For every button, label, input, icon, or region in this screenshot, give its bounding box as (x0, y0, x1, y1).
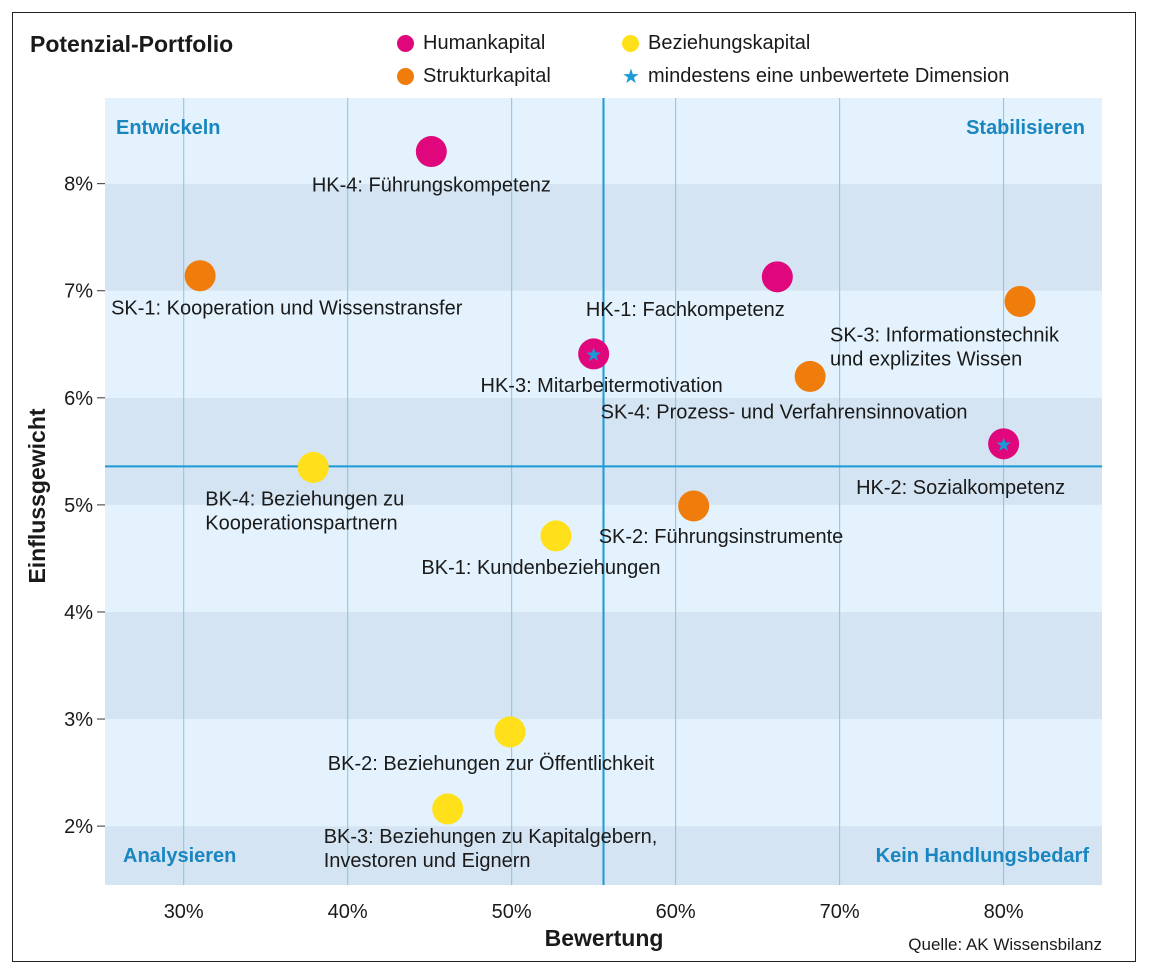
quadrant-label-bottom-right: Kein Handlungsbedarf (876, 845, 1090, 867)
quadrant-label-top-left: Entwickeln (116, 117, 220, 139)
x-tick-label: 50% (492, 901, 532, 923)
point-label-sk-4: SK-4: Prozess- und Verfahrensinnovation (601, 401, 968, 423)
data-point-bk-2 (494, 716, 526, 748)
data-point-bk-1 (540, 520, 572, 552)
point-label-bk-4: BK-4: Beziehungen zu (205, 488, 404, 510)
x-axis-title: Bewertung (545, 925, 664, 951)
y-tick-label: 3% (64, 709, 93, 731)
point-label-hk-3: HK-3: Mitarbeitermotivation (481, 375, 723, 397)
point-label-hk-2: HK-2: Sozialkompetenz (856, 477, 1065, 499)
legend-struktur: Strukturkapital (397, 65, 551, 88)
data-point-hk-1 (761, 261, 793, 293)
point-label-sk-3: SK-3: Informationstechnik (830, 324, 1060, 346)
legend-struktur-dot (397, 68, 414, 85)
data-point-sk-4 (794, 360, 826, 392)
legend-struktur-label: Strukturkapital (423, 65, 551, 87)
x-tick-label: 60% (656, 901, 696, 923)
x-tick-label: 70% (820, 901, 860, 923)
chart-frame (12, 12, 1136, 962)
point-label-hk-1: HK-1: Fachkompetenz (586, 299, 785, 321)
point-label-bk-3: Investoren und Eignern (324, 850, 531, 872)
data-point-sk-1 (184, 260, 216, 292)
y-tick-label: 7% (64, 281, 93, 303)
x-tick-label: 80% (984, 901, 1024, 923)
y-tick-label: 5% (64, 495, 93, 517)
y-tick-label: 8% (64, 174, 93, 196)
data-point-sk-2 (678, 490, 710, 522)
x-tick-label: 30% (164, 901, 204, 923)
data-point-hk-3 (578, 338, 610, 370)
data-point-bk-4 (297, 451, 329, 483)
quadrant-label-bottom-left: Analysieren (123, 845, 236, 867)
point-label-hk-4: HK-4: Führungskompetenz (312, 175, 551, 197)
data-point-bk-3 (432, 793, 464, 825)
point-label-sk-2: SK-2: Führungsinstrumente (599, 526, 844, 548)
data-point-sk-3 (1004, 285, 1036, 317)
star-icon: ★ (585, 344, 602, 366)
y-axis-title: Einflussgewicht (24, 408, 50, 583)
source-note: Quelle: AK Wissensbilanz (908, 935, 1102, 954)
point-label-sk-3: und explizites Wissen (830, 348, 1022, 370)
legend-star: ★ mindestens eine unbewertete Dimension (622, 65, 1009, 88)
y-tick-label: 4% (64, 602, 93, 624)
x-tick-label: 40% (328, 901, 368, 923)
legend-star-label: mindestens eine unbewertete Dimension (648, 65, 1010, 87)
point-label-bk-3: BK-3: Beziehungen zu Kapitalgebern, (324, 826, 658, 848)
point-label-bk-4: Kooperationspartnern (205, 512, 397, 534)
star-icon: ★ (995, 434, 1012, 456)
star-icon: ★ (622, 65, 640, 88)
legend-human-dot (397, 35, 414, 52)
point-label-bk-1: BK-1: Kundenbeziehungen (421, 557, 660, 579)
point-label-bk-2: BK-2: Beziehungen zur Öffentlichkeit (328, 753, 655, 775)
point-label-sk-1: SK-1: Kooperation und Wissenstransfer (111, 298, 463, 320)
legend-beziehung: Beziehungskapital (622, 32, 810, 55)
data-point-hk-4 (415, 136, 447, 168)
chart-title: Potenzial-Portfolio (30, 31, 234, 57)
legend-beziehung-dot (622, 35, 639, 52)
y-tick-label: 6% (64, 388, 93, 410)
legend-human-label: Humankapital (423, 32, 546, 54)
legend-beziehung-label: Beziehungskapital (648, 32, 811, 54)
legend-human: Humankapital (397, 32, 545, 55)
data-point-hk-2 (988, 428, 1020, 460)
y-tick-label: 2% (64, 816, 93, 838)
quadrant-label-top-right: Stabilisieren (966, 117, 1085, 139)
